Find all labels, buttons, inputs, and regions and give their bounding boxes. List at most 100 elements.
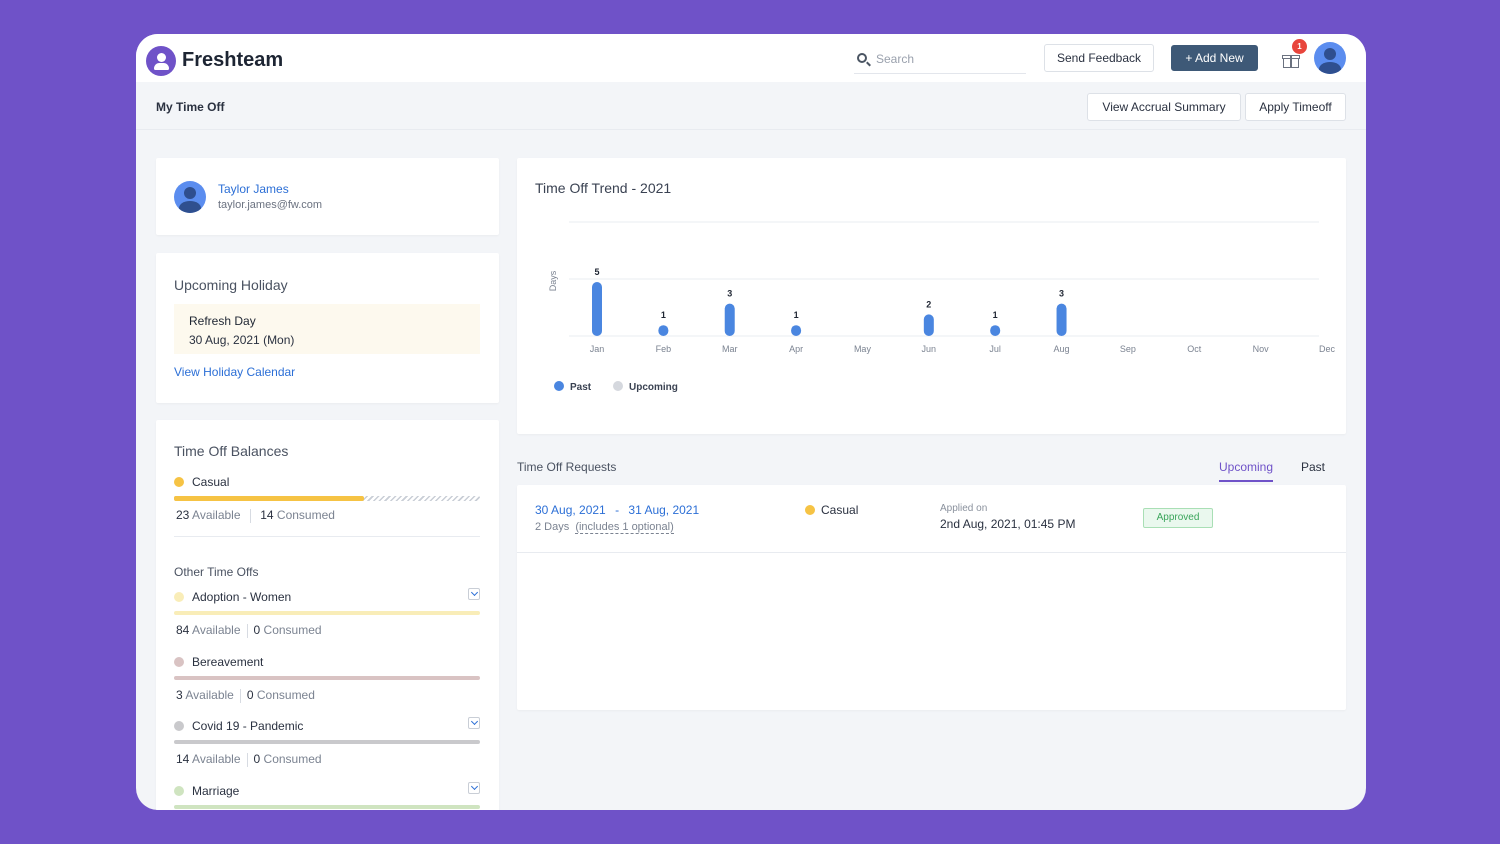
profile-name-link[interactable]: Taylor James [218, 182, 289, 196]
request-start-date: 30 Aug, 2021 [535, 503, 606, 517]
consumed-label: Consumed [256, 688, 315, 702]
search-box[interactable]: Search [854, 48, 1026, 74]
brand-name: Freshteam [182, 49, 284, 71]
holiday-name: Refresh Day [189, 314, 256, 328]
legend-marker [613, 381, 623, 391]
x-tick-label: Oct [1187, 344, 1202, 354]
request-row[interactable]: 30 Aug, 2021 - 31 Aug, 2021 2 Days (incl… [517, 485, 1346, 553]
tab-upcoming[interactable]: Upcoming [1219, 460, 1274, 482]
data-label: 1 [661, 310, 666, 320]
add-new-button[interactable]: + Add New [1171, 45, 1258, 71]
balance-label: Covid 19 - Pandemic [192, 719, 304, 733]
available-count: 3 [176, 688, 183, 702]
legend-marker [554, 381, 564, 391]
x-tick-label: Feb [656, 344, 672, 354]
time-off-trend-chart: Days Jan 5 Feb 1 Mar 3 Apr 1 May Jun 2 Jul 1 Aug 3 Sep Oc… [548, 221, 1336, 393]
x-tick-label: Sep [1120, 344, 1136, 354]
notification-badge: 1 [1292, 39, 1307, 54]
consumed-count: 0 [253, 752, 261, 766]
casual-balance-fill [174, 496, 364, 501]
balance-stats: 84 Available 0 Consumed [176, 623, 322, 638]
x-tick-label: Jan [590, 344, 605, 354]
request-dates[interactable]: 30 Aug, 2021 - 31 Aug, 2021 [535, 503, 699, 517]
requests-title: Time Off Requests [517, 460, 617, 474]
holiday-date: 30 Aug, 2021 (Mon) [189, 333, 295, 347]
divider [174, 536, 480, 537]
balances-title: Time Off Balances [174, 443, 289, 459]
top-bar: Freshteam Search Send Feedback + Add New… [136, 34, 1366, 82]
balance-dot [174, 786, 184, 796]
time-off-balances-card: Time Off Balances Casual 23 Available 14… [156, 420, 499, 810]
balance-bar [174, 676, 480, 680]
tab-past[interactable]: Past [1301, 460, 1326, 474]
balance-stats: 14 Available 0 Consumed [176, 752, 322, 767]
balance-dot [174, 592, 184, 602]
legend-label: Past [570, 382, 592, 393]
apply-timeoff-button[interactable]: Apply Timeoff [1245, 93, 1346, 121]
user-avatar[interactable] [1314, 42, 1346, 74]
view-holiday-calendar-link[interactable]: View Holiday Calendar [174, 365, 296, 379]
available-label: Available [192, 752, 241, 766]
time-off-trend-card: Time Off Trend - 2021 Days Jan 5 Feb 1 Mar 3 Ap… [517, 158, 1346, 434]
bar [1056, 303, 1067, 336]
x-tick-label: Aug [1054, 344, 1070, 354]
bar [923, 314, 934, 336]
consumed-label: Consumed [263, 623, 322, 637]
balance-label: Bereavement [192, 655, 264, 669]
chevron-down-icon[interactable] [468, 782, 480, 794]
app-window: Freshteam Search Send Feedback + Add New… [136, 34, 1366, 810]
casual-label: Casual [192, 475, 230, 489]
request-date-separator: - [615, 503, 620, 517]
request-type-label: Casual [821, 503, 859, 517]
data-label: 3 [1059, 289, 1064, 299]
upcoming-holiday-card: Upcoming Holiday Refresh Day 30 Aug, 202… [156, 253, 499, 403]
casual-dot [174, 477, 184, 487]
balance-stats: 3 Available 0 Consumed [176, 688, 315, 703]
casual-available-count: 23 [176, 508, 190, 522]
x-tick-label: Apr [789, 344, 803, 354]
chart-title: Time Off Trend - 2021 [535, 180, 672, 196]
sub-header: My Time Off View Accrual Summary Apply T… [136, 82, 1366, 130]
requests-card: 30 Aug, 2021 - 31 Aug, 2021 2 Days (incl… [517, 485, 1346, 710]
x-tick-label: Nov [1253, 344, 1270, 354]
send-feedback-button[interactable]: Send Feedback [1044, 44, 1154, 72]
available-count: 84 [176, 623, 190, 637]
x-tick-label: Mar [722, 344, 738, 354]
data-label: 2 [926, 299, 931, 309]
balance-bar [174, 611, 480, 615]
gift-icon[interactable] [1282, 52, 1300, 68]
data-label: 3 [727, 289, 732, 299]
x-tick-label: Dec [1319, 344, 1336, 354]
chevron-down-icon[interactable] [468, 717, 480, 729]
available-label: Available [192, 623, 241, 637]
page-title: My Time Off [156, 100, 225, 114]
casual-available-label: Available [192, 508, 241, 522]
view-accrual-summary-button[interactable]: View Accrual Summary [1087, 93, 1241, 121]
balance-label: Marriage [192, 784, 240, 798]
chevron-down-icon[interactable] [468, 588, 480, 600]
bar [592, 282, 602, 336]
applied-on-date: 2nd Aug, 2021, 01:45 PM [940, 517, 1076, 531]
bar [990, 325, 1001, 336]
data-label: 1 [794, 310, 799, 320]
balance-label: Adoption - Women [192, 590, 292, 604]
bar [791, 325, 802, 336]
casual-stats: 23 Available 14 Consumed [176, 508, 335, 523]
profile-card: Taylor James taylor.james@fw.com [156, 158, 499, 235]
freshteam-logo-icon[interactable] [146, 46, 176, 76]
data-label: 1 [993, 310, 998, 320]
other-time-offs-title: Other Time Offs [174, 565, 259, 579]
applied-on-label: Applied on [940, 503, 988, 514]
request-end-date: 31 Aug, 2021 [628, 503, 700, 517]
casual-consumed-count: 14 [260, 508, 274, 522]
available-label: Available [185, 688, 234, 702]
search-icon [857, 53, 867, 63]
consumed-count: 0 [246, 688, 254, 702]
data-label: 5 [594, 267, 599, 277]
search-input[interactable]: Search [876, 52, 915, 66]
bar [658, 325, 669, 336]
casual-balance-bar [174, 496, 480, 501]
request-optional-note[interactable]: (includes 1 optional) [575, 521, 674, 534]
available-count: 14 [176, 752, 190, 766]
request-type-dot [805, 505, 815, 515]
